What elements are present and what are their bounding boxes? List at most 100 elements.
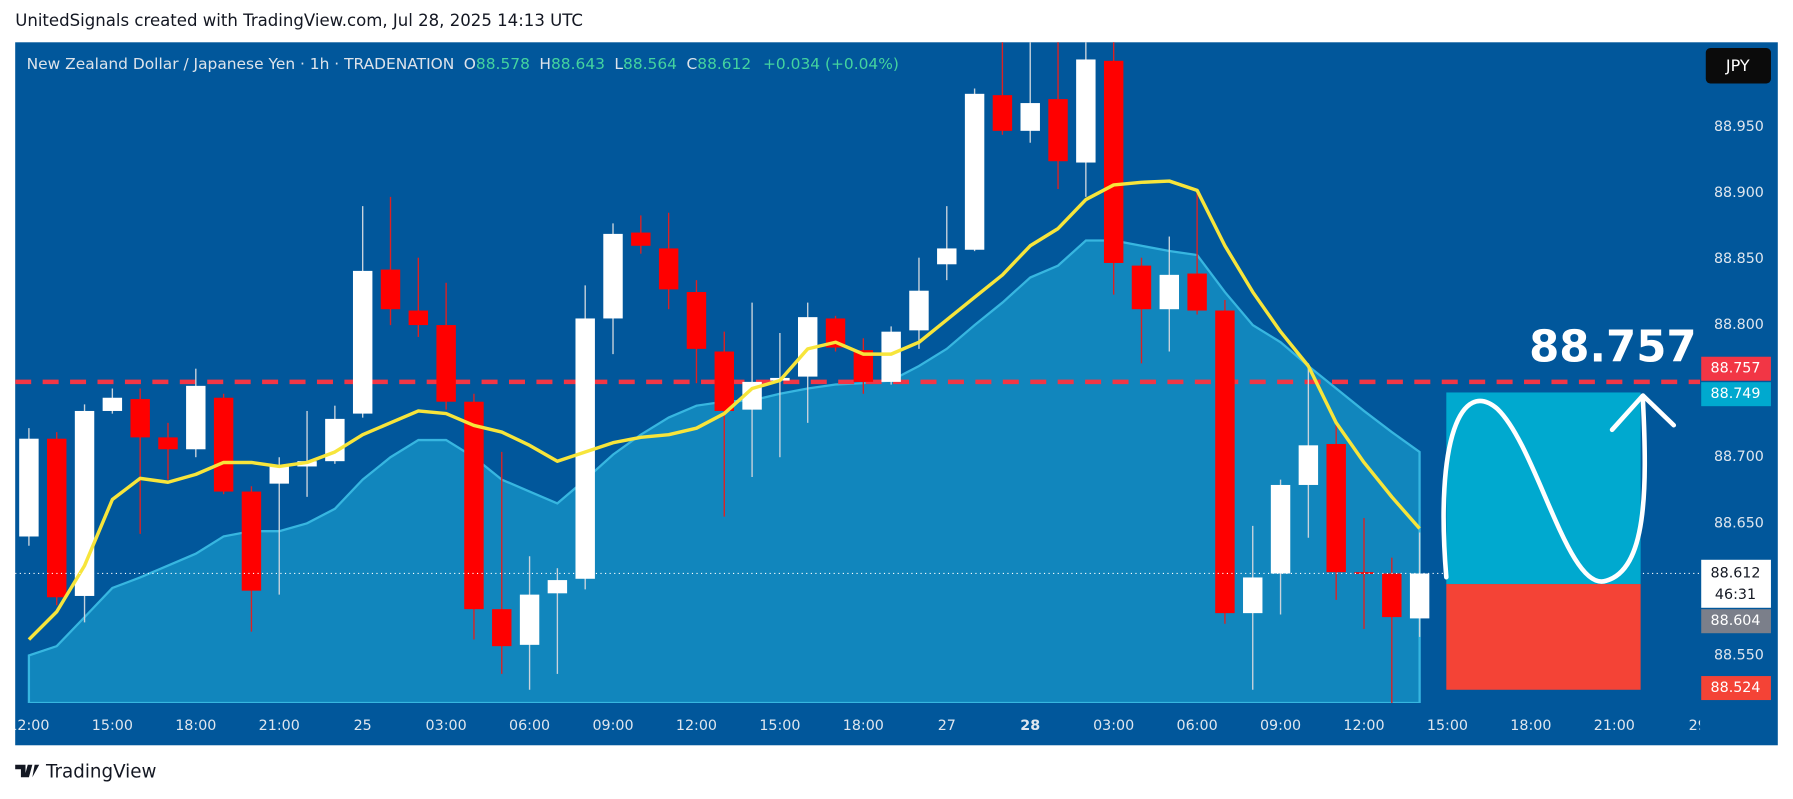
candle-body: [631, 232, 651, 246]
y-tick-label: 88.850: [1714, 251, 1764, 267]
candle-body: [1409, 573, 1430, 619]
x-tick-label: 28: [1020, 718, 1040, 734]
last-price-bg: [1701, 559, 1771, 608]
y-tick-label: 88.900: [1714, 185, 1764, 201]
candle-body: [714, 351, 734, 411]
x-tick-label: 18:00: [175, 718, 216, 734]
plot-area: [15, 42, 1701, 703]
candle-body: [269, 465, 289, 484]
candle-body: [213, 397, 234, 492]
candle-body: [380, 269, 401, 310]
candle-body: [937, 248, 957, 265]
candle-body: [881, 331, 901, 382]
x-tick-label: 12:00: [8, 718, 49, 734]
change: +0.034 (+0.04%): [763, 55, 899, 73]
candle-body: [492, 609, 512, 647]
candle-body: [1103, 60, 1124, 263]
target-label-bg: [1701, 382, 1771, 407]
candle-body: [158, 437, 178, 450]
currency-badge: [1705, 48, 1771, 84]
candle-body: [686, 292, 707, 349]
x-tick-label: 06:00: [1177, 718, 1218, 734]
x-tick-label: 15:00: [1427, 718, 1468, 734]
y-tick-label: 88.550: [1714, 647, 1764, 663]
candle-body: [241, 491, 262, 591]
candle-body: [603, 233, 623, 319]
overlay: 88.757 88.950 88.900 88.850 88.800 88.700 88.6…: [1441, 119, 1771, 701]
candle-body: [1354, 572, 1374, 574]
attribution: UnitedSignals created with TradingView.c…: [15, 11, 583, 30]
x-tick-label: 27: [938, 718, 956, 734]
x-tick-label: 15:00: [759, 718, 800, 734]
candle-body: [1243, 577, 1263, 614]
candle-body: [1270, 484, 1291, 574]
stop-zone: [1446, 584, 1641, 690]
x-tick-label: 03:00: [1093, 718, 1134, 734]
x-axis: 12:00 15:00 18:00 21:00 25 03:00 06:00 09:00 12:…: [8, 718, 1707, 734]
countdown: 46:31: [1715, 587, 1756, 603]
low-value: 88.564: [623, 55, 677, 73]
candle-body: [797, 317, 818, 377]
y-tick-label: 88.650: [1714, 515, 1764, 531]
target-label: 88.749: [1711, 386, 1761, 402]
candle-body: [436, 325, 456, 402]
candle-body: [964, 93, 985, 250]
x-tick-label: 29: [1689, 718, 1707, 734]
close-value: 88.612: [697, 55, 751, 73]
price-annotation: 88.757: [1529, 322, 1697, 372]
candle-body: [825, 318, 846, 348]
price-line-label-bg: [1701, 356, 1771, 381]
entry-label-bg: [1701, 609, 1771, 634]
x-tick-label: 12:00: [1343, 718, 1384, 734]
open-value: 88.578: [476, 55, 530, 73]
candle-body: [909, 290, 929, 331]
candle-body: [519, 594, 540, 645]
candle-body: [853, 350, 874, 382]
x-tick-label: 25: [354, 718, 372, 734]
legend: New Zealand Dollar / Japanese Yen · 1h ·…: [27, 55, 899, 73]
candle-body: [1020, 103, 1040, 131]
x-tick-label: 18:00: [843, 718, 884, 734]
candle-body: [1048, 99, 1068, 162]
y-tick-label: 88.800: [1714, 317, 1764, 333]
logo-mark: [15, 764, 40, 778]
candle-body: [1159, 274, 1180, 310]
currency: JPY: [1725, 56, 1750, 75]
candle-body: [408, 310, 429, 326]
y-tick-label: 88.700: [1714, 449, 1764, 465]
footer-logo: TradingView: [15, 762, 156, 783]
candle-body: [658, 248, 679, 290]
candle-body: [1076, 59, 1096, 163]
ma-line: [27, 179, 1421, 641]
high-key: H: [539, 55, 551, 73]
stop-label: 88.524: [1711, 680, 1761, 696]
candle-body: [102, 397, 123, 411]
candle-body: [1326, 443, 1346, 573]
x-tick-label: 09:00: [1260, 718, 1301, 734]
candle-body: [352, 270, 373, 414]
x-tick-label: 21:00: [259, 718, 300, 734]
candle-body: [547, 580, 568, 594]
candle-body: [186, 385, 206, 450]
y-tick-label: 88.950: [1714, 119, 1764, 135]
x-tick-label: 21:00: [1594, 718, 1635, 734]
x-tick-label: 12:00: [676, 718, 717, 734]
close-key: C: [686, 55, 697, 73]
candle-body: [47, 438, 67, 598]
x-tick-label: 03:00: [426, 718, 467, 734]
candle-body: [130, 399, 150, 438]
candle-body: [992, 95, 1013, 131]
symbol-title: New Zealand Dollar / Japanese Yen · 1h ·…: [27, 55, 455, 73]
entry-label: 88.604: [1711, 613, 1761, 629]
price-line-label: 88.757: [1711, 361, 1761, 377]
candle-body: [1298, 445, 1319, 485]
candle-body: [464, 401, 484, 610]
low-key: L: [614, 55, 623, 73]
candle-body: [19, 438, 39, 537]
open-key: O: [464, 55, 476, 73]
x-tick-label: 15:00: [92, 718, 133, 734]
candle-body: [1131, 265, 1152, 310]
candle-body: [575, 318, 595, 579]
candle-body: [1187, 273, 1207, 311]
